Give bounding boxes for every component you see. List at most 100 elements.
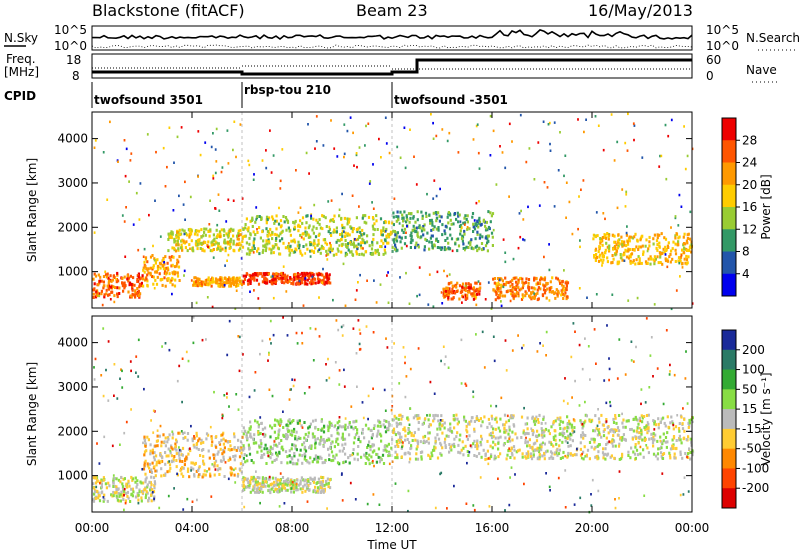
- heatmap-cell: [225, 281, 228, 285]
- heatmap-cell: [311, 460, 314, 464]
- heatmap-cell: [462, 246, 465, 250]
- heatmap-cell: [229, 282, 232, 286]
- heatmap-cell: [112, 274, 115, 278]
- heatmap-cell: [660, 252, 663, 255]
- heatmap-cell: [244, 226, 247, 230]
- heatmap-cell: [154, 474, 157, 478]
- heatmap-cell: [314, 147, 316, 150]
- heatmap-cell: [131, 478, 134, 482]
- heatmap-cell: [290, 482, 293, 485]
- heatmap-cell: [229, 242, 232, 246]
- heatmap-cell: [427, 418, 430, 422]
- heatmap-cell: [177, 260, 180, 264]
- heatmap-cell: [171, 246, 174, 250]
- heatmap-cell: [436, 414, 439, 418]
- heatmap-cell: [638, 416, 641, 420]
- heatmap-cell: [171, 430, 174, 433]
- heatmap-cell: [384, 229, 387, 233]
- heatmap-cell: [559, 416, 562, 420]
- heatmap-cell: [273, 484, 276, 487]
- heatmap-cell: [349, 250, 352, 254]
- heatmap-cell: [571, 453, 574, 457]
- heatmap-cell: [373, 424, 376, 428]
- heatmap-cell: [322, 430, 326, 434]
- heatmap-cell: [269, 424, 272, 428]
- heatmap-cell: [307, 235, 310, 239]
- heatmap-cell: [257, 431, 259, 434]
- heatmap-cell: [459, 229, 462, 233]
- heatmap-cell: [237, 248, 241, 252]
- heatmap-cell: [579, 453, 583, 457]
- heatmap-cell: [173, 265, 176, 269]
- heatmap-cell: [235, 393, 238, 396]
- heatmap-cell: [497, 286, 500, 290]
- heatmap-cell: [160, 444, 163, 448]
- heatmap-cell: [646, 249, 649, 253]
- heatmap-cell: [448, 287, 451, 291]
- heatmap-cell: [624, 425, 627, 429]
- heatmap-cell: [363, 436, 366, 440]
- heatmap-cell: [509, 299, 512, 303]
- heatmap-cell: [594, 455, 597, 459]
- heatmap-cell: [318, 272, 321, 276]
- heatmap-cell: [444, 437, 447, 441]
- heatmap-cell: [680, 205, 683, 208]
- heatmap-cell: [256, 483, 259, 487]
- heatmap-cell: [105, 368, 107, 372]
- heatmap-cell: [495, 183, 498, 186]
- heatmap-cell: [434, 440, 437, 443]
- heatmap-cell: [666, 265, 669, 269]
- heatmap-cell: [93, 282, 96, 286]
- heatmap-cell: [251, 225, 254, 228]
- heatmap-cell: [242, 432, 245, 436]
- heatmap-cell: [337, 249, 340, 253]
- heatmap-cell: [614, 498, 616, 501]
- heatmap-cell: [588, 457, 591, 461]
- heatmap-cell: [438, 246, 441, 250]
- heatmap-cell: [490, 404, 492, 408]
- heatmap-cell: [633, 248, 636, 251]
- heatmap-cell: [282, 448, 285, 452]
- heatmap-cell: [688, 418, 691, 422]
- heatmap-cell: [381, 233, 383, 237]
- heatmap-cell: [685, 239, 688, 243]
- heatmap-cell: [264, 273, 267, 276]
- heatmap-cell: [244, 274, 247, 278]
- heatmap-cell: [207, 433, 210, 437]
- heatmap-cell: [170, 232, 173, 235]
- heatmap-cell: [163, 271, 166, 275]
- heatmap-cell: [322, 490, 325, 494]
- heatmap-cell: [226, 129, 229, 132]
- heatmap-cell: [457, 220, 460, 224]
- heatmap-cell: [212, 132, 214, 135]
- heatmap-cell: [102, 275, 106, 278]
- heatmap-cell: [172, 255, 175, 259]
- heatmap-cell: [630, 427, 633, 431]
- heatmap-cell: [323, 282, 326, 286]
- heatmap-cell: [248, 452, 252, 456]
- heatmap-cell: [598, 428, 601, 431]
- heatmap-cell: [153, 410, 156, 413]
- heatmap-cell: [291, 461, 294, 465]
- heatmap-cell: [493, 281, 496, 285]
- heatmap-cell: [180, 243, 183, 247]
- heatmap-cell: [685, 262, 688, 266]
- heatmap-cell: [259, 272, 263, 276]
- heatmap-cell: [301, 331, 303, 335]
- heatmap-cell: [216, 233, 219, 237]
- heatmap-cell: [258, 476, 261, 480]
- heatmap-cell: [383, 221, 386, 225]
- heatmap-cell: [261, 159, 264, 162]
- heatmap-cell: [638, 257, 641, 261]
- heatmap-cell: [627, 299, 630, 302]
- heatmap-cell: [581, 452, 583, 456]
- heatmap-cell: [207, 276, 210, 280]
- heatmap-cell: [536, 446, 539, 450]
- heatmap-cell: [177, 236, 180, 240]
- heatmap-cell: [184, 218, 186, 221]
- heatmap-cell: [387, 241, 390, 245]
- heatmap-cell: [498, 429, 502, 433]
- heatmap-cell: [181, 400, 183, 404]
- heatmap-cell: [509, 449, 512, 452]
- heatmap-cell: [551, 451, 554, 455]
